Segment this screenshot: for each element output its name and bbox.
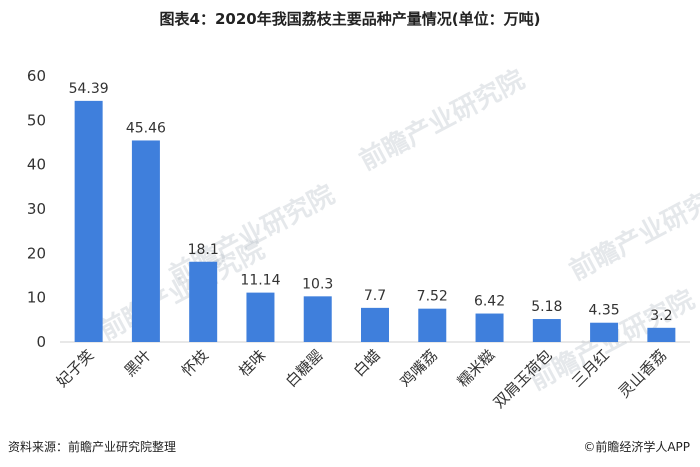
data-label: 18.1 xyxy=(188,242,219,258)
data-label: 54.39 xyxy=(69,81,109,97)
y-tick-label: 40 xyxy=(27,156,46,174)
x-tick-label: 白糖罂 xyxy=(282,346,327,391)
y-tick-label: 0 xyxy=(36,333,46,351)
bar xyxy=(189,261,218,342)
data-label: 4.35 xyxy=(589,303,620,319)
bar xyxy=(246,292,275,342)
x-tick-label: 妃子笑 xyxy=(53,346,98,391)
bar xyxy=(131,140,160,342)
data-label: 10.3 xyxy=(302,276,333,292)
x-tick-label: 黑叶 xyxy=(121,346,155,380)
y-tick-label: 30 xyxy=(27,200,46,218)
x-tick-label: 怀枝 xyxy=(178,346,212,380)
bar xyxy=(74,100,103,342)
x-tick-label: 灵山香荔 xyxy=(615,346,670,401)
bar xyxy=(303,296,332,342)
x-tick-label: 糯米糍 xyxy=(454,346,499,391)
x-tick-label: 鸡嘴荔 xyxy=(397,346,442,391)
bar xyxy=(532,319,561,342)
bar xyxy=(418,308,447,342)
data-label: 45.46 xyxy=(126,120,166,136)
bar xyxy=(647,327,676,342)
data-label: 6.42 xyxy=(474,294,505,310)
x-tick-label: 桂味 xyxy=(235,346,269,380)
bar xyxy=(475,313,504,342)
data-label: 11.14 xyxy=(240,273,280,289)
source-note: 资料来源：前瞻产业研究院整理 xyxy=(8,440,177,454)
x-tick-label: 双肩玉荷包 xyxy=(490,346,556,412)
bar xyxy=(590,322,619,342)
brand-credit: ©前瞻经济学人APP xyxy=(583,440,690,454)
x-tick-label: 白蜡 xyxy=(350,346,384,380)
y-tick-label: 20 xyxy=(27,244,46,262)
chart-title: 图表4：2020年我国荔枝主要品种产量情况(单位：万吨) xyxy=(159,10,541,28)
data-label: 7.52 xyxy=(417,289,448,305)
bar xyxy=(361,307,389,342)
data-label: 3.2 xyxy=(650,308,672,324)
data-label: 5.18 xyxy=(531,299,562,315)
y-tick-label: 10 xyxy=(27,289,46,307)
data-label: 7.7 xyxy=(364,288,386,304)
x-tick-label: 三月红 xyxy=(568,346,613,391)
y-tick-label: 60 xyxy=(27,67,46,85)
bar-chart: 0 10 20 30 40 50 60 54.39 妃子笑 45.46 黑叶 18.1 怀枝 11.14 桂… xyxy=(27,67,690,412)
y-tick-label: 50 xyxy=(27,111,46,129)
